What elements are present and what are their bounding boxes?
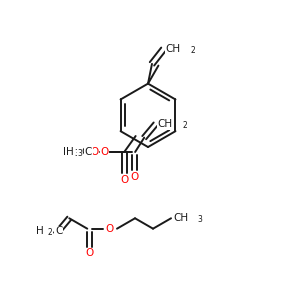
Text: CH: CH <box>173 213 188 223</box>
Text: C: C <box>82 147 89 157</box>
Text: 2: 2 <box>47 228 52 237</box>
Text: 2: 2 <box>190 46 195 55</box>
Text: H: H <box>66 147 74 157</box>
Text: 3: 3 <box>77 148 82 158</box>
Text: 2: 2 <box>182 121 187 130</box>
Text: O: O <box>90 147 99 157</box>
Text: O: O <box>130 172 138 182</box>
Text: O: O <box>120 175 128 185</box>
Text: CH: CH <box>165 44 181 54</box>
Text: 3: 3 <box>74 148 79 158</box>
Text: H: H <box>63 147 70 157</box>
Text: C: C <box>85 147 92 157</box>
Text: O: O <box>100 147 109 157</box>
Text: CH: CH <box>158 119 173 129</box>
Text: H: H <box>36 226 44 236</box>
Text: C: C <box>55 226 62 236</box>
Text: 3: 3 <box>198 215 203 224</box>
Text: O: O <box>105 224 113 234</box>
Text: O: O <box>85 248 93 258</box>
